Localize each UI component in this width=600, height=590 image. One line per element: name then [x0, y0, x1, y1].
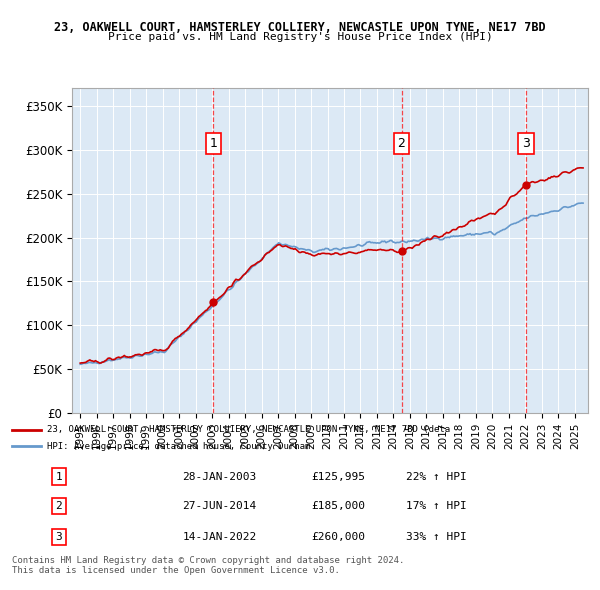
Text: £185,000: £185,000	[312, 501, 366, 511]
Text: 2: 2	[398, 137, 406, 150]
Text: 2: 2	[56, 501, 62, 511]
Text: 23, OAKWELL COURT, HAMSTERLEY COLLIERY, NEWCASTLE UPON TYNE, NE17 7BD (deta: 23, OAKWELL COURT, HAMSTERLEY COLLIERY, …	[47, 425, 450, 434]
Text: £125,995: £125,995	[312, 472, 366, 481]
Text: 22% ↑ HPI: 22% ↑ HPI	[406, 472, 467, 481]
Text: 3: 3	[522, 137, 530, 150]
Text: £260,000: £260,000	[312, 532, 366, 542]
Text: 14-JAN-2022: 14-JAN-2022	[182, 532, 257, 542]
Text: HPI: Average price, detached house, County Durham: HPI: Average price, detached house, Coun…	[47, 442, 311, 451]
Text: 28-JAN-2003: 28-JAN-2003	[182, 472, 257, 481]
Text: 3: 3	[56, 532, 62, 542]
Text: 33% ↑ HPI: 33% ↑ HPI	[406, 532, 467, 542]
Text: 17% ↑ HPI: 17% ↑ HPI	[406, 501, 467, 511]
Text: 27-JUN-2014: 27-JUN-2014	[182, 501, 257, 511]
Text: Price paid vs. HM Land Registry's House Price Index (HPI): Price paid vs. HM Land Registry's House …	[107, 32, 493, 42]
Text: Contains HM Land Registry data © Crown copyright and database right 2024.
This d: Contains HM Land Registry data © Crown c…	[12, 556, 404, 575]
Text: 1: 1	[56, 472, 62, 481]
Text: 23, OAKWELL COURT, HAMSTERLEY COLLIERY, NEWCASTLE UPON TYNE, NE17 7BD: 23, OAKWELL COURT, HAMSTERLEY COLLIERY, …	[54, 21, 546, 34]
Text: 1: 1	[209, 137, 217, 150]
